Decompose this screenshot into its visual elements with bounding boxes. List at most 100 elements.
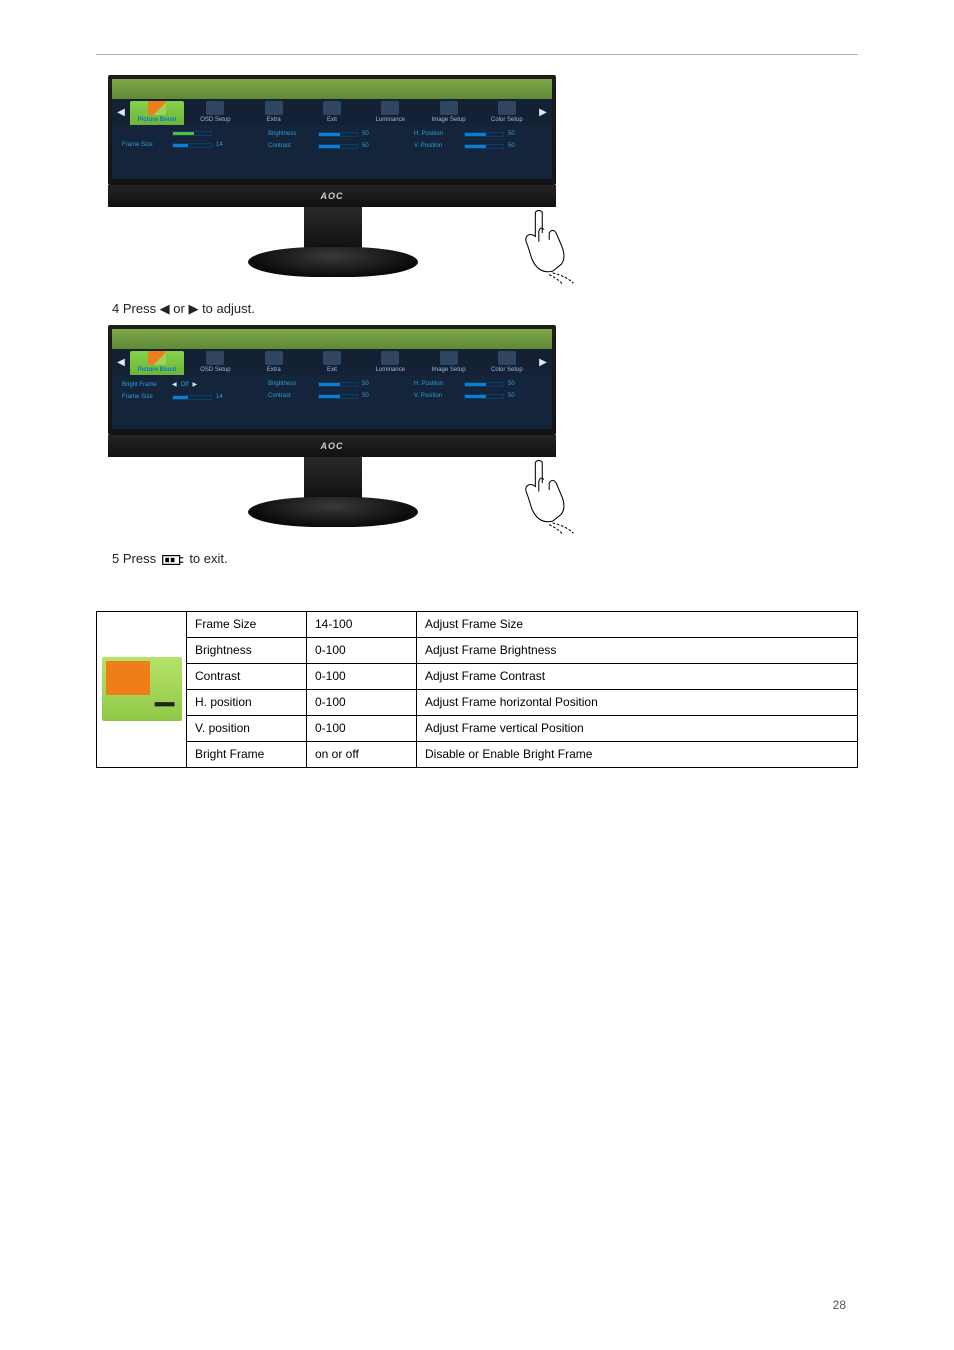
- osd-tabrow: ◀ Picture Boost OSD Setup Extra Exit Luminan…: [112, 329, 552, 375]
- table-row: Brightness0-100Adjust Frame Brightness: [97, 637, 858, 663]
- osd-column: Frame Size14: [122, 131, 250, 149]
- osd-tab-label: Luminance: [376, 367, 405, 373]
- picture-boost-icon: [102, 657, 182, 721]
- osd-tab-label: Picture Boost: [138, 117, 177, 123]
- osd-slider-fill: [465, 133, 486, 136]
- luminance-icon: [381, 351, 399, 365]
- osd-slider-fill: [319, 133, 340, 136]
- figure-step-b: ◀ Picture Boost OSD Setup Extra Exit Luminan…: [108, 325, 558, 527]
- osd-slider[interactable]: [172, 131, 212, 136]
- osd-tab-picture-boost[interactable]: Picture Boost: [130, 101, 184, 125]
- osd-tab-luminance[interactable]: Luminance: [363, 351, 417, 375]
- osd-tab-picture-boost[interactable]: Picture Boost: [130, 351, 184, 375]
- step-4-text: 4 Press ◀ or ▶ to adjust.: [96, 301, 858, 317]
- osd-tab-exit[interactable]: Exit: [305, 351, 359, 375]
- osd-slider-fill: [173, 144, 188, 147]
- osd-setting-row[interactable]: Contrast50: [268, 143, 396, 149]
- osd-column: Bright Frame ◀ Off ▶ Frame Size14: [122, 381, 250, 400]
- osd-setting-row[interactable]: H. Position50: [414, 131, 542, 137]
- osd-setup-icon: [206, 351, 224, 365]
- osd-setting-row[interactable]: Bright Frame ◀ Off ▶: [122, 381, 250, 388]
- osd-setting-label: V. Position: [414, 143, 460, 149]
- osd-slider[interactable]: [318, 144, 358, 149]
- osd-tab-image-setup[interactable]: Image Setup: [421, 101, 475, 125]
- osd-tab-label: Color Setup: [491, 117, 523, 123]
- osd-tab-label: Color Setup: [491, 367, 523, 373]
- osd-slider[interactable]: [318, 382, 358, 387]
- osd-slider[interactable]: [318, 394, 358, 399]
- top-rule: [96, 54, 858, 55]
- osd-slider[interactable]: [172, 143, 212, 148]
- exit-icon: [323, 101, 341, 115]
- osd-slider-value: 50: [362, 393, 374, 399]
- color-setup-icon: [498, 101, 516, 115]
- exit-icon: [323, 351, 341, 365]
- osd-body: Bright Frame ◀ Off ▶ Frame Size14 Brightnes…: [112, 375, 552, 400]
- osd-setting-label: Brightness: [268, 131, 314, 137]
- osd-tab-image-setup[interactable]: Image Setup: [421, 351, 475, 375]
- setting-range-cell: 0-100: [307, 689, 417, 715]
- color-setup-icon: [498, 351, 516, 365]
- osd-tab-osd-setup[interactable]: OSD Setup: [188, 351, 242, 375]
- osd-setting-row[interactable]: H. Position50: [414, 381, 542, 387]
- osd-setting-label: Contrast: [268, 393, 314, 399]
- osd-setting-row[interactable]: Contrast 50: [268, 393, 396, 399]
- manual-page: ◀ Picture BoostOSD SetupExtraExitLuminan…: [0, 0, 954, 1350]
- osd-setting-row[interactable]: [122, 131, 250, 136]
- osd-tab-bg: [112, 329, 552, 349]
- osd-setting-row[interactable]: Brightness50: [268, 381, 396, 387]
- toggle-right-icon[interactable]: ▶: [193, 381, 198, 388]
- osd-setting-row[interactable]: V. Position50: [414, 143, 542, 149]
- osd-slider-fill: [173, 132, 194, 135]
- osd-setting-label: Bright Frame: [122, 382, 168, 388]
- osd-setting-row[interactable]: Brightness50: [268, 131, 396, 137]
- auto-exit-icon: [162, 553, 184, 567]
- osd-slider[interactable]: [464, 382, 504, 387]
- hand-pointer-icon: [508, 457, 580, 535]
- luminance-icon: [381, 101, 399, 115]
- osd-slider[interactable]: [464, 132, 504, 137]
- tab-arrow-right-icon[interactable]: ▶: [538, 349, 548, 375]
- osd-tab-label: OSD Setup: [200, 367, 230, 373]
- tab-arrow-left-icon[interactable]: ◀: [116, 349, 126, 375]
- osd-setting-row[interactable]: V. Position50: [414, 393, 542, 399]
- osd-slider[interactable]: [464, 144, 504, 149]
- toggle-left-icon[interactable]: ◀: [172, 381, 177, 388]
- osd-tab-color-setup[interactable]: Color Setup: [480, 351, 534, 375]
- table-row: V. position0-100Adjust Frame vertical Po…: [97, 715, 858, 741]
- osd-tab-color-setup[interactable]: Color Setup: [480, 101, 534, 125]
- osd-slider-value: 50: [508, 381, 520, 387]
- osd-tab-extra[interactable]: Extra: [247, 351, 301, 375]
- osd-column: H. Position50 V. Position50: [414, 131, 542, 149]
- osd-slider[interactable]: [172, 395, 212, 400]
- setting-desc-cell: Adjust Frame horizontal Position: [417, 689, 858, 715]
- setting-desc-cell: Adjust Frame vertical Position: [417, 715, 858, 741]
- osd-tab-osd-setup[interactable]: OSD Setup: [188, 101, 242, 125]
- table-row: Frame Size14-100Adjust Frame Size: [97, 611, 858, 637]
- osd-slider[interactable]: [464, 394, 504, 399]
- osd-tab-label: Extra: [267, 367, 281, 373]
- osd-tab-label: Luminance: [376, 117, 405, 123]
- osd-body: Frame Size14 Brightness50 Contrast50 H. Pos…: [112, 125, 552, 149]
- table-row: Contrast0-100Adjust Frame Contrast: [97, 663, 858, 689]
- setting-range-cell: 0-100: [307, 663, 417, 689]
- monitor-logo: AOC: [108, 185, 556, 207]
- osd-tab-label: Exit: [327, 367, 337, 373]
- hand-pointer-icon: [508, 207, 580, 285]
- extra-icon: [265, 101, 283, 115]
- osd-tabrow: ◀ Picture Boost OSD SetupExtraExit Luminan…: [112, 79, 552, 125]
- osd-setting-row[interactable]: Frame Size14: [122, 394, 250, 400]
- tab-arrow-left-icon[interactable]: ◀: [116, 99, 126, 125]
- tab-arrow-right-icon[interactable]: ▶: [538, 99, 548, 125]
- setting-range-cell: 0-100: [307, 637, 417, 663]
- table-row: H. position0-100Adjust Frame horizontal …: [97, 689, 858, 715]
- osd-tab-extra[interactable]: Extra: [247, 101, 301, 125]
- osd-column: Brightness50 Contrast50: [268, 131, 396, 149]
- osd-slider-fill: [465, 395, 486, 398]
- osd-slider[interactable]: [318, 132, 358, 137]
- toggle-value: Off: [181, 382, 189, 388]
- osd-setting-row[interactable]: Frame Size14: [122, 142, 250, 148]
- osd-tab-luminance[interactable]: Luminance: [363, 101, 417, 125]
- setting-name-cell: Brightness: [187, 637, 307, 663]
- osd-tab-exit[interactable]: Exit: [305, 101, 359, 125]
